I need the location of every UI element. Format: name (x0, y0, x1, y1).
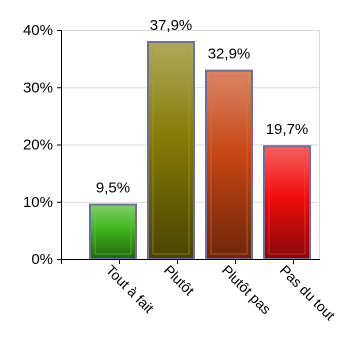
category-labels: Tout à fait Plutôt Plutôt pas Pas du tout (103, 262, 338, 323)
axes (57, 30, 320, 264)
data-label: 32,9% (208, 46, 251, 63)
bar (147, 41, 195, 260)
data-label: 37,9% (150, 17, 193, 34)
bar-highlight (268, 150, 306, 255)
y-tick-label: 20% (23, 137, 53, 154)
category-label: Tout à fait (103, 262, 157, 316)
bar (205, 69, 253, 260)
y-tick-labels: 0% 10% 20% 30% 40% (23, 22, 53, 268)
data-labels: 9,5% 37,9% 32,9% 19,7% (96, 17, 308, 197)
bar (263, 145, 311, 260)
bars (89, 41, 311, 261)
bar (89, 203, 137, 261)
category-label: Plutôt (161, 262, 198, 299)
y-tick-label: 40% (23, 22, 53, 39)
data-label: 19,7% (266, 121, 309, 138)
category-label: Plutôt pas (219, 262, 274, 317)
y-tick-label: 30% (23, 79, 53, 96)
bar-highlight (152, 46, 190, 255)
bar-highlight (210, 75, 248, 255)
y-tick-label: 10% (23, 194, 53, 211)
category-label: Pas du tout (277, 262, 338, 323)
bar-highlight (94, 209, 132, 255)
data-label: 9,5% (96, 180, 130, 197)
y-tick-label: 0% (31, 251, 53, 268)
